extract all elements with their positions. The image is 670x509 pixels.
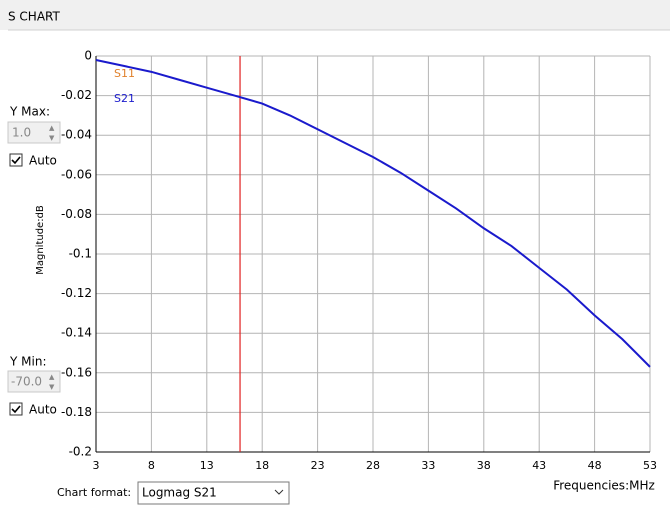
y-max-label: Y Max:	[9, 105, 50, 119]
y-tick-label: 0	[84, 49, 92, 63]
y-tick-label: -0.14	[61, 326, 92, 340]
y-min-label: Y Min:	[9, 355, 46, 369]
y-min-auto-checkbox[interactable]	[9, 402, 23, 416]
spin-down[interactable]: ▼	[49, 134, 55, 142]
panel-title: S CHART	[8, 10, 61, 24]
legend-entry: S11	[114, 67, 135, 80]
x-tick-label: 3	[93, 459, 100, 472]
legend-entry: S21	[114, 92, 135, 105]
chart-format-select[interactable]	[137, 481, 290, 505]
x-tick-label: 13	[200, 459, 214, 472]
spin-up[interactable]: ▲	[49, 373, 55, 381]
x-tick-label: 43	[532, 459, 546, 472]
y-tick-label: -0.2	[69, 445, 92, 459]
y-tick-label: -0.12	[61, 286, 92, 300]
spin-down[interactable]: ▼	[49, 383, 55, 391]
y-tick-label: -0.04	[61, 128, 92, 142]
x-axis-label: Frequencies:MHz	[553, 479, 655, 493]
x-tick-label: 33	[421, 459, 435, 472]
y-tick-label: -0.02	[61, 88, 92, 102]
y-min-value: -70.0	[11, 375, 42, 389]
x-tick-label: 53	[643, 459, 657, 472]
y-max-auto-checkbox[interactable]	[9, 153, 23, 167]
x-tick-label: 18	[255, 459, 269, 472]
series-line	[95, 58, 651, 368]
y-max-value: 1.0	[12, 126, 31, 140]
header-bar	[0, 0, 670, 30]
x-tick-label: 28	[366, 459, 380, 472]
chart-format-value: Logmag S21	[142, 486, 217, 500]
y-max-auto-label: Auto	[29, 154, 57, 168]
x-tick-label: 48	[588, 459, 602, 472]
x-tick-label: 23	[311, 459, 325, 472]
plot: 0 -0.02 -0.04 -0.06 -0.08 -0.1 -0.12 -0.14 -0.16…	[61, 49, 657, 473]
x-tick-label: 38	[477, 459, 491, 472]
y-tick-label: -0.18	[61, 405, 92, 419]
y-tick-label: -0.16	[61, 365, 92, 379]
check-mark	[11, 156, 21, 165]
y-max-spinbox[interactable]	[7, 121, 61, 144]
dropdown-arrow	[274, 489, 284, 495]
y-tick-label: -0.08	[61, 207, 92, 221]
chart-format-label: Chart format:	[57, 486, 131, 499]
y-tick-label: -0.06	[61, 167, 92, 181]
y-axis-label: Magnitude:dB	[35, 205, 46, 275]
check-mark	[11, 405, 21, 414]
spin-up[interactable]: ▲	[49, 124, 55, 132]
x-tick-label: 8	[148, 459, 155, 472]
y-tick-label: -0.1	[69, 247, 92, 261]
y-min-spinbox[interactable]	[7, 370, 61, 393]
y-min-auto-label: Auto	[29, 403, 57, 417]
